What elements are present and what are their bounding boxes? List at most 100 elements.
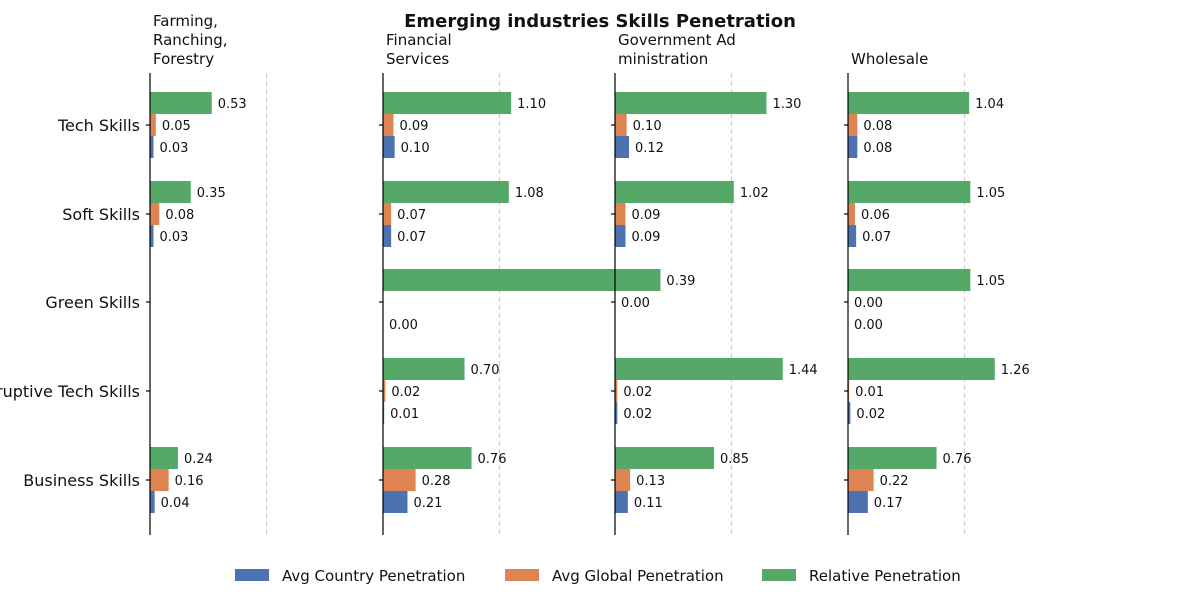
bar (383, 136, 395, 158)
bar (383, 491, 408, 513)
data-label: 0.07 (397, 208, 426, 223)
bar (848, 469, 874, 491)
legend-label: Avg Global Penetration (552, 567, 724, 585)
bar (150, 225, 154, 247)
bar (615, 181, 734, 203)
data-label: 0.85 (720, 452, 749, 467)
bar (150, 203, 160, 225)
bar (150, 469, 169, 491)
bar (383, 225, 392, 247)
bar (848, 447, 937, 469)
legend-swatch (505, 569, 539, 581)
panel-title: Farming, (153, 12, 218, 30)
data-label: 0.03 (159, 230, 188, 245)
data-label: 1.04 (975, 97, 1004, 112)
data-label: 1.30 (772, 97, 801, 112)
bar (615, 380, 618, 402)
data-label: 0.05 (162, 119, 191, 134)
data-label: 0.11 (634, 496, 663, 511)
data-label: 0.16 (175, 474, 204, 489)
panel-title: Forestry (153, 50, 214, 68)
y-tick-label: Tech Skills (57, 116, 140, 135)
data-label: 0.09 (631, 208, 660, 223)
data-label: 0.02 (391, 385, 420, 400)
data-label: 0.00 (621, 296, 650, 311)
bar (383, 269, 661, 291)
data-label: 0.22 (880, 474, 909, 489)
data-label: 0.01 (390, 407, 419, 422)
bar (383, 114, 394, 136)
data-label: 0.21 (413, 496, 442, 511)
data-label: 1.02 (740, 186, 769, 201)
bar (848, 269, 971, 291)
legend-label: Relative Penetration (809, 567, 961, 585)
panel: Wholesale 0.08 0.07 0.00 0.02 0.17 0.08 0.06 0.0… (844, 50, 1030, 535)
panel-title: Services (386, 50, 449, 68)
bar (150, 491, 155, 513)
bar (383, 358, 465, 380)
bar (615, 269, 661, 291)
bar (848, 225, 857, 247)
bar (848, 136, 858, 158)
data-label: 0.76 (478, 452, 507, 467)
data-label: 0.00 (854, 296, 883, 311)
data-label: 1.10 (517, 97, 546, 112)
data-label: 0.08 (863, 119, 892, 134)
bar (150, 136, 154, 158)
data-label: 0.39 (666, 274, 695, 289)
data-label: 0.13 (636, 474, 665, 489)
data-label: 0.01 (855, 385, 884, 400)
bar (615, 114, 627, 136)
data-label: 1.05 (976, 274, 1005, 289)
bar (848, 402, 851, 424)
data-label: 1.08 (515, 186, 544, 201)
panel-title: Government Ad (618, 31, 736, 49)
data-label: 0.00 (854, 318, 883, 333)
bar (383, 181, 509, 203)
data-label: 0.03 (159, 141, 188, 156)
data-label: 0.08 (863, 141, 892, 156)
bar (615, 447, 715, 469)
data-label: 0.08 (165, 208, 194, 223)
panel: Farming,Ranching,Forestry 0.03 0.03 0.04 0.0… (146, 12, 268, 535)
data-label: 1.44 (789, 363, 818, 378)
data-label: 1.05 (976, 186, 1005, 201)
bar (150, 447, 178, 469)
y-tick-label: Green Skills (45, 293, 140, 312)
bar (848, 181, 971, 203)
data-label: 0.28 (422, 474, 451, 489)
data-label: 0.09 (631, 230, 660, 245)
data-label: 1.26 (1001, 363, 1030, 378)
legend-label: Avg Country Penetration (282, 567, 465, 585)
data-label: 0.02 (856, 407, 885, 422)
data-label: 0.02 (623, 385, 652, 400)
panel-title: Wholesale (851, 50, 928, 68)
legend-swatch (762, 569, 796, 581)
bar (615, 225, 626, 247)
bar (848, 92, 970, 114)
bar (383, 92, 512, 114)
data-label: 0.00 (389, 318, 418, 333)
data-label: 0.07 (397, 230, 426, 245)
bar (383, 447, 472, 469)
data-label: 0.76 (943, 452, 972, 467)
bar (848, 114, 858, 136)
data-label: 0.10 (401, 141, 430, 156)
bar (615, 203, 626, 225)
data-label: 0.53 (218, 97, 247, 112)
legend-swatch (235, 569, 269, 581)
bar (848, 203, 855, 225)
legend: Avg Country Penetration Avg Global Penetr… (235, 567, 961, 585)
bar (848, 491, 868, 513)
bar (615, 491, 628, 513)
data-label: 0.07 (862, 230, 891, 245)
bar (615, 402, 618, 424)
bar (615, 136, 629, 158)
bar (150, 92, 212, 114)
data-label: 0.04 (161, 496, 190, 511)
y-tick-label: Business Skills (23, 471, 140, 490)
data-label: 0.02 (623, 407, 652, 422)
